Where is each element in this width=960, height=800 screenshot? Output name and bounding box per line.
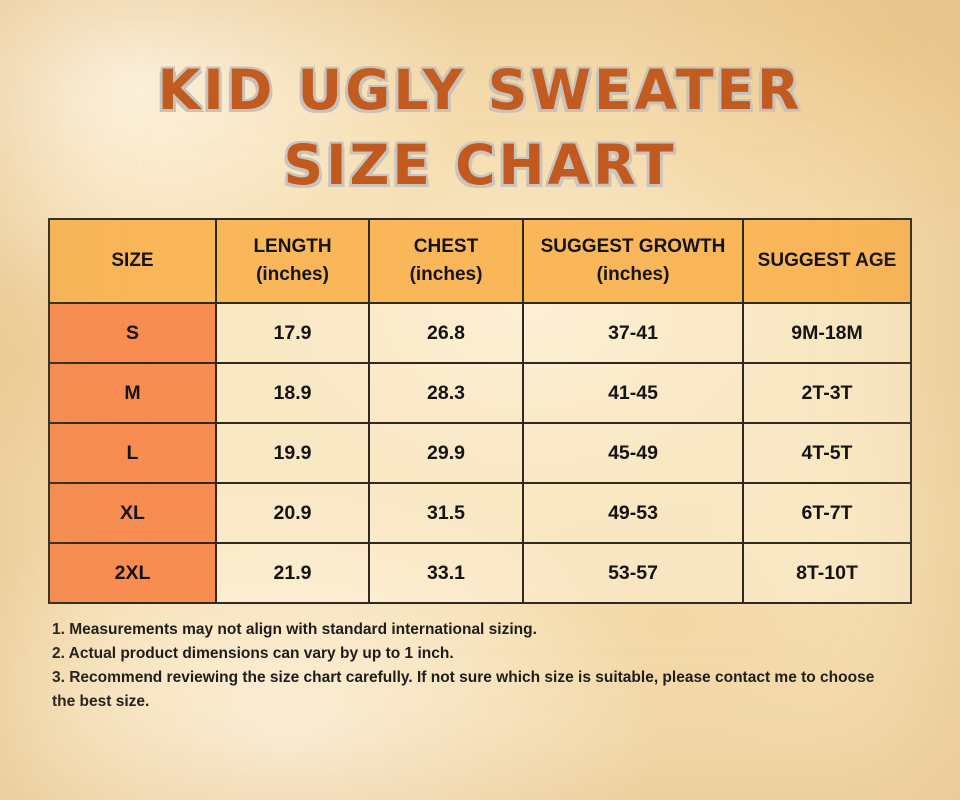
table-row-xl: XL 20.9 31.5 49-53 6T-7T [48, 482, 912, 544]
column-header-label: CHEST [413, 236, 479, 258]
age-cell: 2T-3T [742, 362, 912, 424]
length-cell: 21.9 [215, 542, 370, 604]
table-row-m: M 18.9 28.3 41-45 2T-3T [48, 362, 912, 424]
table-row-2xl: 2XL 21.9 33.1 53-57 8T-10T [48, 542, 912, 604]
chest-cell: 29.9 [368, 422, 524, 484]
size-cell: 2XL [48, 542, 217, 604]
age-cell: 9M-18M [742, 302, 912, 364]
note-item-1: 1. Measurements may not align with stand… [52, 621, 537, 638]
growth-cell: 37-41 [522, 302, 744, 364]
page-title-line-1: KID UGLY SWEATER [157, 58, 803, 122]
column-header-size: SIZE [48, 218, 217, 304]
note-item-2: 2. Actual product dimensions can vary by… [52, 645, 454, 662]
column-header-suggest-growth: SUGGEST GROWTH (inches) [522, 218, 744, 304]
table-row-s: S 17.9 26.8 37-41 9M-18M [48, 302, 912, 364]
growth-cell: 45-49 [522, 422, 744, 484]
age-cell: 6T-7T [742, 482, 912, 544]
column-header-label: LENGTH [253, 236, 332, 258]
column-header-length: LENGTH (inches) [215, 218, 370, 304]
age-cell: 8T-10T [742, 542, 912, 604]
length-cell: 18.9 [215, 362, 370, 424]
chest-cell: 33.1 [368, 542, 524, 604]
column-header-label: SUGGEST GROWTH [540, 236, 726, 258]
growth-cell: 49-53 [522, 482, 744, 544]
column-header-suggest-age: SUGGEST AGE [742, 218, 912, 304]
column-header-sub: (inches) [409, 264, 483, 285]
column-header-chest: CHEST (inches) [368, 218, 524, 304]
chest-cell: 26.8 [368, 302, 524, 364]
column-header-sub: (inches) [596, 264, 670, 285]
age-cell: 4T-5T [742, 422, 912, 484]
chest-cell: 31.5 [368, 482, 524, 544]
growth-cell: 41-45 [522, 362, 744, 424]
length-cell: 17.9 [215, 302, 370, 364]
size-cell: S [48, 302, 217, 364]
page-title-line-2: SIZE CHART [283, 133, 677, 197]
notes: 1. Measurements may not align with stand… [52, 618, 897, 714]
column-header-sub: (inches) [256, 264, 329, 285]
header-row: SIZE LENGTH (inches) CHEST (inches) SUGG… [48, 218, 912, 304]
size-chart-table: SIZE LENGTH (inches) CHEST (inches) SUGG… [48, 218, 912, 604]
size-cell: XL [48, 482, 217, 544]
size-cell: M [48, 362, 217, 424]
size-cell: L [48, 422, 217, 484]
column-header-label: SIZE [111, 250, 154, 272]
note-item-3: 3. Recommend reviewing the size chart ca… [52, 669, 875, 710]
growth-cell: 53-57 [522, 542, 744, 604]
length-cell: 20.9 [215, 482, 370, 544]
chest-cell: 28.3 [368, 362, 524, 424]
column-header-label: SUGGEST AGE [757, 250, 897, 272]
length-cell: 19.9 [215, 422, 370, 484]
table-row-l: L 19.9 29.9 45-49 4T-5T [48, 422, 912, 484]
